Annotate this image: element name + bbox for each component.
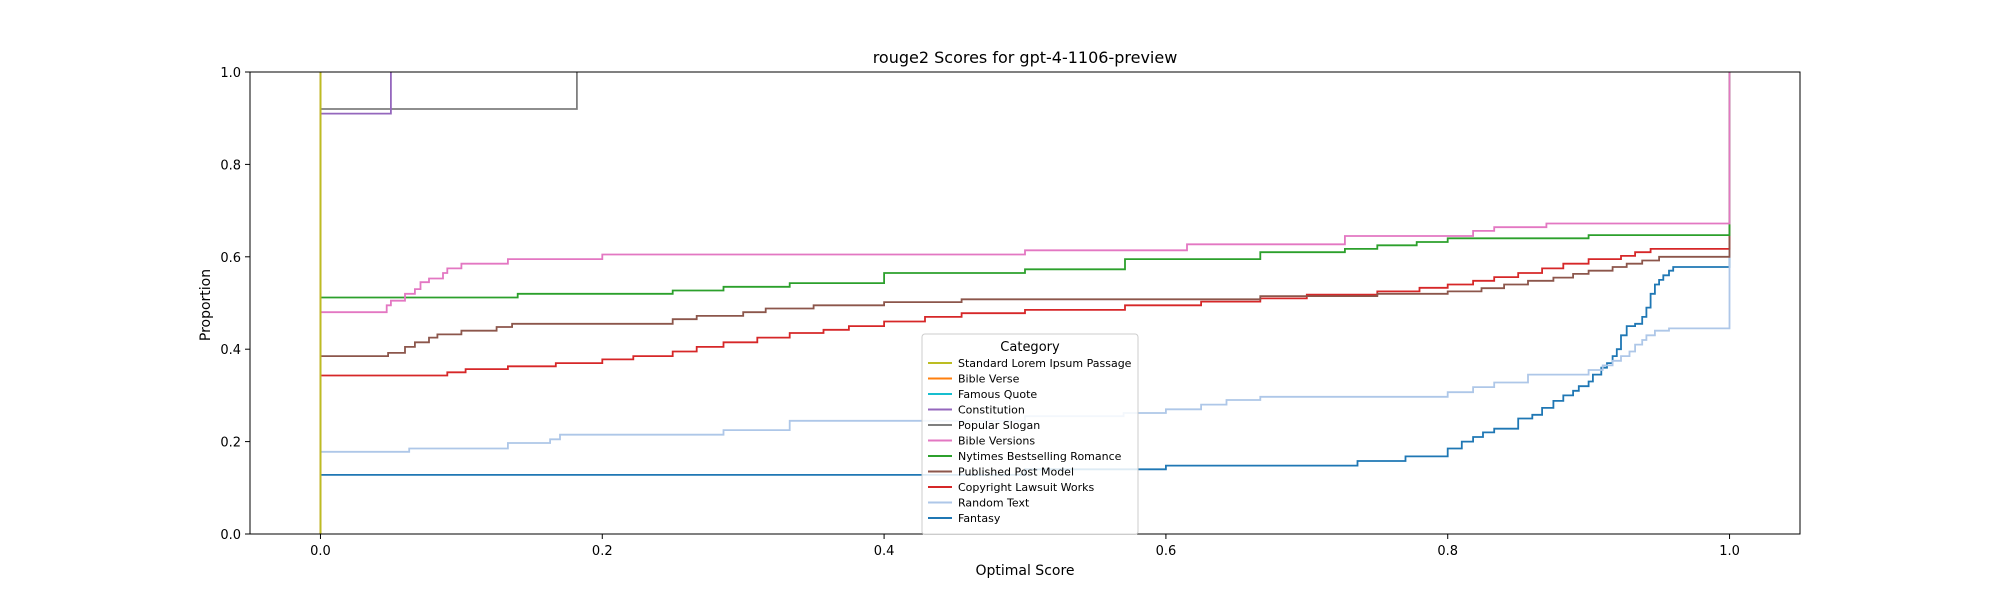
series-line-bible-versions xyxy=(320,72,1731,314)
legend-label: Famous Quote xyxy=(958,388,1037,401)
legend-label: Bible Verse xyxy=(958,373,1020,386)
x-tick-label: 0.0 xyxy=(310,544,331,559)
legend-label: Fantasy xyxy=(958,512,1001,525)
legend-box xyxy=(921,333,1139,535)
legend-label: Nytimes Bestselling Romance xyxy=(958,450,1122,463)
x-tick-label: 0.8 xyxy=(1437,544,1458,559)
x-tick-label: 0.4 xyxy=(874,544,895,559)
y-tick-label: 0.8 xyxy=(220,158,241,173)
plot-area xyxy=(319,72,1731,534)
x-tick-label: 0.6 xyxy=(1156,544,1177,559)
y-axis-label: Proportion xyxy=(198,269,214,341)
axes: 0.0 0.2 0.4 0.6 0.8 1.0 0.0 0.2 0.4 0.6 0.8 1.0 xyxy=(220,66,1801,559)
legend-label: Popular Slogan xyxy=(958,419,1040,432)
series-line-copyright-lawsuit-works xyxy=(320,72,1731,377)
series-line-published-post-model xyxy=(320,72,1731,357)
legend-title: Category xyxy=(1000,340,1060,355)
legend: Category Standard Lorem Ipsum Passage Bibl… xyxy=(921,333,1139,535)
y-tick-label: 1.0 xyxy=(220,66,241,81)
x-tick-label: 0.2 xyxy=(592,544,613,559)
legend-label: Bible Versions xyxy=(958,435,1035,448)
chart-title: rouge2 Scores for gpt-4-1106-preview xyxy=(873,48,1178,67)
y-tick-label: 0.6 xyxy=(220,251,241,266)
series-line-random-text xyxy=(320,72,1731,453)
series-line-nytimes-bestselling-romance xyxy=(320,72,1731,299)
y-tick-label: 0.4 xyxy=(220,343,241,358)
y-tick-label: 0.2 xyxy=(220,436,241,451)
x-tick-label: 1.0 xyxy=(1719,544,1740,559)
legend-label: Standard Lorem Ipsum Passage xyxy=(958,357,1132,370)
legend-label: Copyright Lawsuit Works xyxy=(958,481,1095,494)
series-line-fantasy xyxy=(320,72,1731,476)
y-tick-label: 0.0 xyxy=(220,528,241,543)
x-axis-label: Optimal Score xyxy=(975,563,1074,579)
legend-label: Random Text xyxy=(958,497,1030,510)
legend-label: Constitution xyxy=(958,404,1025,417)
legend-label: Published Post Model xyxy=(958,466,1074,479)
